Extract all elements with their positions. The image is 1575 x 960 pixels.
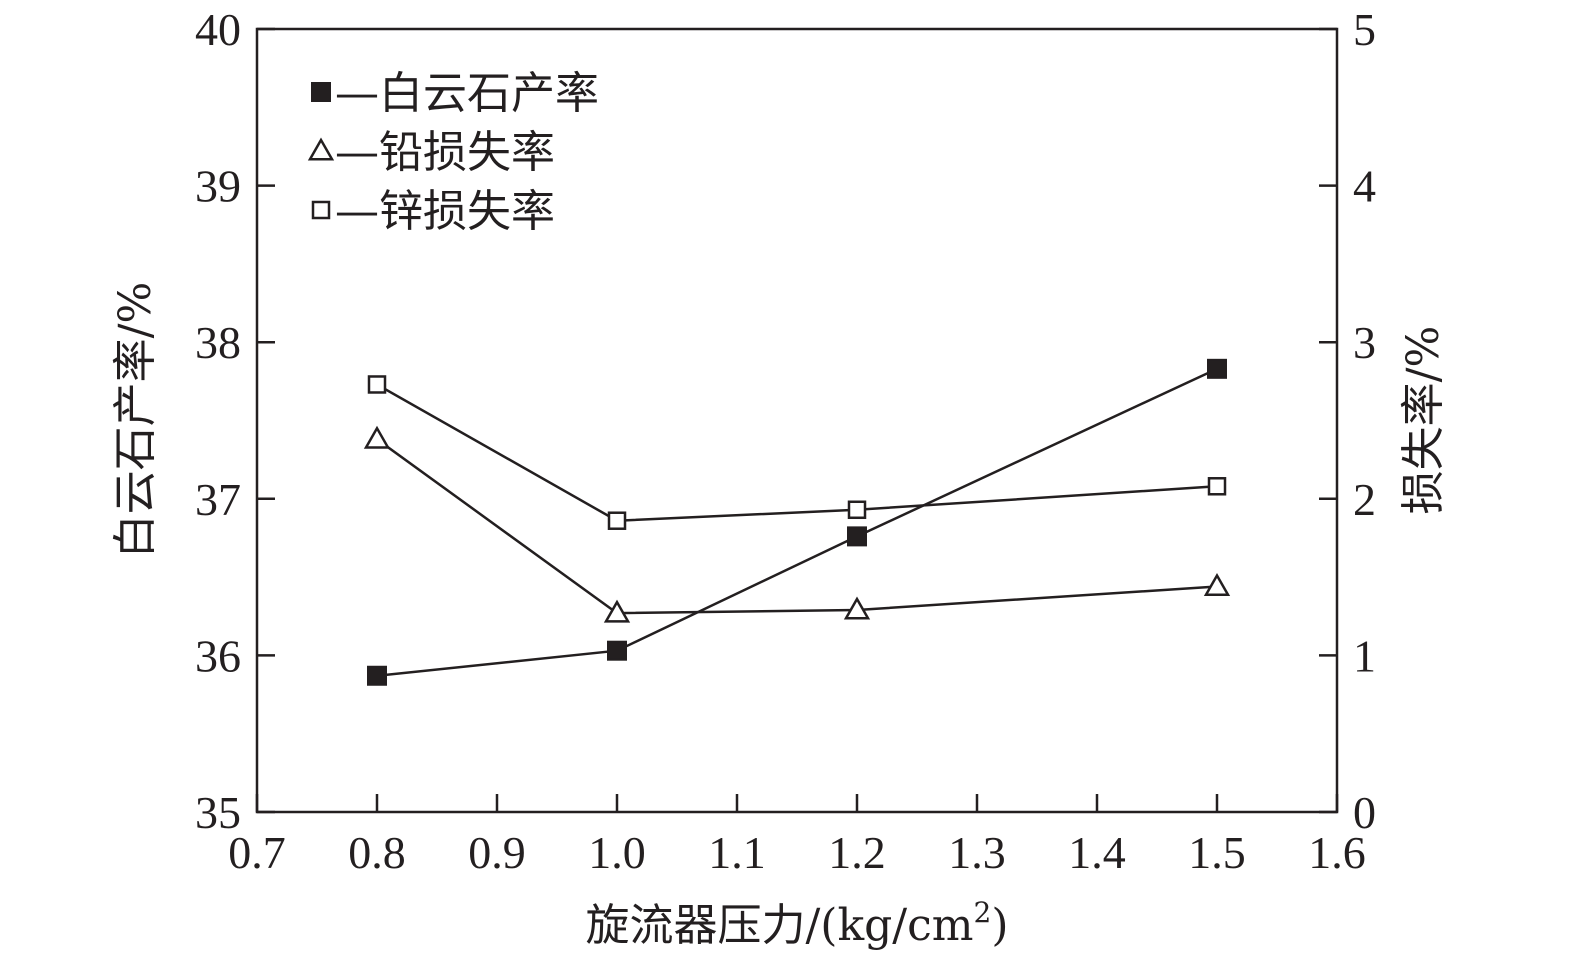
y-right-tick-label: 1 xyxy=(1353,630,1376,681)
data-point xyxy=(847,526,867,547)
data-point xyxy=(607,640,627,661)
y-right-tick-label: 2 xyxy=(1353,474,1376,525)
data-point xyxy=(603,599,631,623)
data-point xyxy=(1207,477,1227,496)
data-point xyxy=(367,375,387,394)
data-point xyxy=(843,596,871,620)
legend-marker xyxy=(311,200,331,220)
y-right-tick-label: 4 xyxy=(1353,161,1376,212)
y-right-tick-label: 3 xyxy=(1353,317,1376,368)
series-1 xyxy=(367,358,1227,686)
x-axis-title: 旋流器压力/(kg/cm2) xyxy=(585,896,1008,951)
legend-label: —铅损失率 xyxy=(335,127,555,178)
y-left-tick-label: 38 xyxy=(195,317,241,368)
series-layer xyxy=(363,358,1231,686)
legend-item: —锌损失率 xyxy=(311,186,555,237)
y-left-tick-label: 35 xyxy=(195,787,241,838)
legend-label: —白云石产率 xyxy=(335,68,599,119)
y-right-tick-label: 5 xyxy=(1353,4,1376,55)
ticks-layer: 0.7 0.8 0.9 1.0 1.1 1.2 1.3 1.4 1.5 1.63536373839… xyxy=(195,4,1376,878)
data-point xyxy=(1203,572,1231,596)
y-left-tick-label: 37 xyxy=(195,474,241,525)
legend: —白云石产率 —铅损失率 —锌损失率 xyxy=(307,68,599,237)
y-right-tick-label: 0 xyxy=(1353,787,1376,838)
x-tick-label: 1.1 xyxy=(708,827,766,878)
legend-marker xyxy=(307,137,335,161)
data-point xyxy=(607,511,627,530)
y-left-tick-label: 40 xyxy=(195,4,241,55)
x-tick-label: 0.7 xyxy=(228,827,286,878)
x-tick-label: 1.3 xyxy=(948,827,1006,878)
y-left-tick-label: 36 xyxy=(195,630,241,681)
legend-item: —白云石产率 xyxy=(311,68,599,119)
x-tick-label: 1.0 xyxy=(588,827,646,878)
y-right-axis-title: 损失率/% xyxy=(1398,326,1449,515)
x-tick-label: 1.6 xyxy=(1308,827,1366,878)
series-line xyxy=(376,367,1218,678)
data-point xyxy=(1207,358,1227,379)
x-tick-label: 0.9 xyxy=(468,827,526,878)
series-line xyxy=(376,383,1218,522)
y-left-axis-title: 白云石产率/% xyxy=(110,282,161,559)
x-axis-title-superscript: 2 xyxy=(974,896,992,929)
data-point xyxy=(847,500,867,520)
series-3 xyxy=(367,375,1227,530)
y-left-tick-label: 39 xyxy=(195,161,241,212)
x-tick-label: 1.5 xyxy=(1188,827,1246,878)
legend-marker xyxy=(311,82,331,102)
legend-label: —锌损失率 xyxy=(335,186,555,237)
series-2 xyxy=(363,425,1231,623)
series-line xyxy=(376,438,1218,615)
x-tick-label: 1.4 xyxy=(1068,827,1126,878)
x-tick-label: 0.8 xyxy=(348,827,406,878)
plot-frame xyxy=(255,27,1339,814)
legend-item: —铅损失率 xyxy=(307,127,555,178)
data-point xyxy=(363,425,391,449)
data-point xyxy=(367,665,387,686)
x-tick-label: 1.2 xyxy=(828,827,886,878)
